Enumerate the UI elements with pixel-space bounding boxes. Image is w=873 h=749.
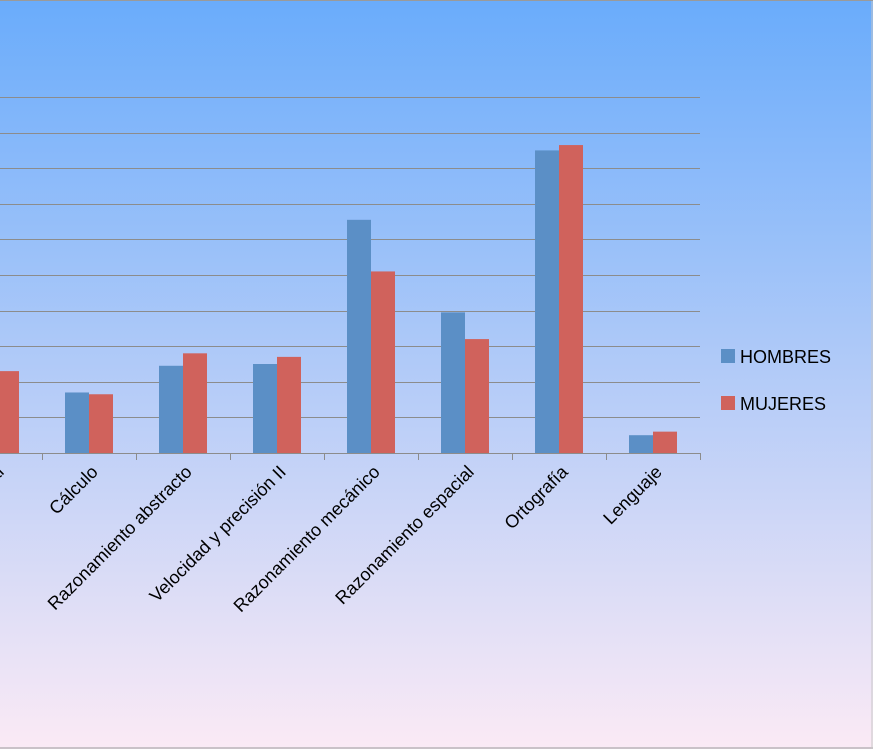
bar-mujeres-1 bbox=[89, 394, 113, 453]
bar-hombres-7 bbox=[629, 435, 653, 453]
x-axis bbox=[0, 453, 701, 460]
bar-mujeres-7 bbox=[653, 431, 677, 453]
bar-mujeres-4 bbox=[371, 271, 395, 453]
bar-hombres-2 bbox=[159, 365, 183, 453]
bar-mujeres-5 bbox=[465, 339, 489, 453]
bar-hombres-5 bbox=[441, 312, 465, 453]
legend-swatch-hombres bbox=[721, 349, 735, 363]
bar-hombres-6 bbox=[535, 150, 559, 453]
bar-mujeres-6 bbox=[559, 145, 583, 453]
bar-mujeres-3 bbox=[277, 356, 301, 453]
bars bbox=[0, 145, 677, 453]
bar-hombres-3 bbox=[253, 364, 277, 453]
legend: HOMBRES MUJERES bbox=[721, 347, 831, 414]
legend-label-mujeres: MUJERES bbox=[740, 394, 826, 414]
bar-mujeres-2 bbox=[183, 353, 207, 453]
legend-swatch-mujeres bbox=[721, 396, 735, 410]
bar-hombres-4 bbox=[347, 219, 371, 453]
bar-hombres-1 bbox=[65, 392, 89, 453]
legend-label-hombres: HOMBRES bbox=[740, 347, 831, 367]
bar-mujeres-0 bbox=[0, 371, 19, 453]
